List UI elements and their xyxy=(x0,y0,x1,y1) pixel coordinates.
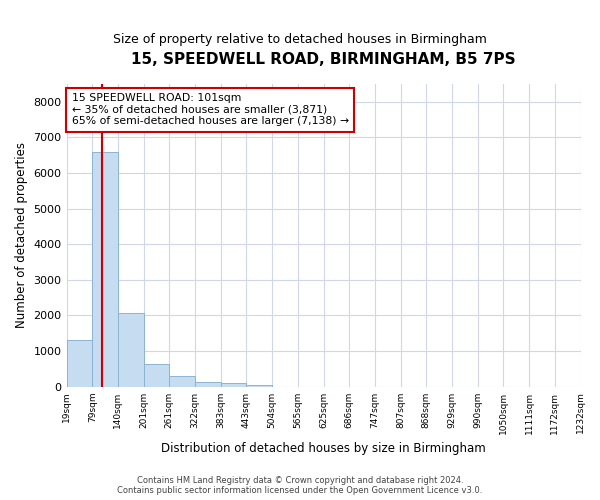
Bar xyxy=(247,384,272,386)
Bar xyxy=(169,376,195,386)
Title: 15, SPEEDWELL ROAD, BIRMINGHAM, B5 7PS: 15, SPEEDWELL ROAD, BIRMINGHAM, B5 7PS xyxy=(131,52,516,68)
Bar xyxy=(221,384,247,386)
Bar xyxy=(92,152,118,386)
Y-axis label: Number of detached properties: Number of detached properties xyxy=(15,142,28,328)
X-axis label: Distribution of detached houses by size in Birmingham: Distribution of detached houses by size … xyxy=(161,442,486,455)
Bar xyxy=(195,382,221,386)
Text: Size of property relative to detached houses in Birmingham: Size of property relative to detached ho… xyxy=(113,32,487,46)
Text: 15 SPEEDWELL ROAD: 101sqm
← 35% of detached houses are smaller (3,871)
65% of se: 15 SPEEDWELL ROAD: 101sqm ← 35% of detac… xyxy=(71,93,349,126)
Bar xyxy=(67,340,92,386)
Bar xyxy=(118,312,143,386)
Bar xyxy=(143,364,169,386)
Text: Contains HM Land Registry data © Crown copyright and database right 2024.
Contai: Contains HM Land Registry data © Crown c… xyxy=(118,476,482,495)
